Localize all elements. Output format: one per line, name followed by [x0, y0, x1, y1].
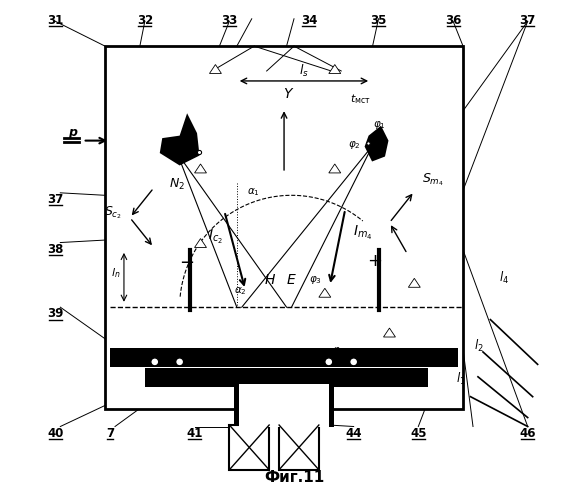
Text: $S_{c_2}$: $S_{c_2}$: [105, 204, 122, 221]
Text: $\alpha_1$: $\alpha_1$: [247, 186, 260, 198]
Polygon shape: [408, 278, 420, 287]
Text: 37: 37: [47, 193, 64, 206]
Text: $\alpha_2$: $\alpha_2$: [235, 286, 247, 297]
Text: $-$: $-$: [179, 252, 193, 270]
Text: $E$: $E$: [286, 273, 296, 287]
Text: $H$: $H$: [264, 273, 276, 287]
Bar: [235, 384, 334, 426]
Text: 38: 38: [47, 242, 64, 256]
Text: 43: 43: [296, 426, 312, 440]
Text: 34: 34: [300, 14, 317, 27]
Text: 37: 37: [520, 14, 536, 27]
Bar: [239, 384, 329, 426]
Bar: [145, 368, 428, 386]
Polygon shape: [195, 238, 206, 248]
Text: $l_s$: $l_s$: [299, 63, 309, 79]
Circle shape: [151, 358, 159, 366]
Circle shape: [176, 358, 183, 366]
Text: 42: 42: [251, 426, 268, 440]
Polygon shape: [329, 64, 340, 74]
Text: 39: 39: [47, 307, 64, 320]
Text: Y: Y: [283, 88, 292, 102]
Text: 33: 33: [221, 14, 238, 27]
Text: 46: 46: [519, 426, 536, 440]
Polygon shape: [383, 328, 396, 337]
Text: $t_{\text{мст}}$: $t_{\text{мст}}$: [350, 92, 370, 106]
Text: $l_1$: $l_1$: [456, 372, 466, 388]
Polygon shape: [329, 164, 340, 173]
Text: 41: 41: [186, 426, 203, 440]
Text: 40: 40: [47, 426, 64, 440]
Circle shape: [325, 358, 333, 366]
Text: $I_{c_2}$: $I_{c_2}$: [208, 228, 223, 246]
Bar: [229, 425, 269, 470]
Text: $t_{\text{пл}}$: $t_{\text{пл}}$: [256, 348, 272, 361]
Polygon shape: [160, 114, 199, 166]
Polygon shape: [319, 288, 331, 297]
Text: 31: 31: [47, 14, 64, 27]
Text: $N_2$: $N_2$: [169, 177, 185, 192]
Bar: [105, 46, 463, 409]
Text: $I_{m_4}$: $I_{m_4}$: [353, 224, 372, 242]
Text: $\varphi_2$: $\varphi_2$: [348, 138, 361, 150]
Text: 7: 7: [106, 426, 114, 440]
Text: $\varphi_4$: $\varphi_4$: [332, 346, 345, 358]
Text: $l_4$: $l_4$: [499, 270, 509, 286]
Text: $l_2$: $l_2$: [474, 338, 484, 353]
Text: 44: 44: [345, 426, 362, 440]
Text: p: p: [68, 126, 77, 139]
Text: Фиг.11: Фиг.11: [264, 470, 324, 484]
Text: 36: 36: [445, 14, 462, 27]
Polygon shape: [209, 64, 222, 74]
Circle shape: [350, 358, 358, 366]
Text: $\varphi_1$: $\varphi_1$: [373, 118, 386, 130]
Bar: [110, 348, 458, 367]
Text: $+$: $+$: [368, 252, 383, 270]
Text: 45: 45: [410, 426, 426, 440]
Text: $\varphi_3$: $\varphi_3$: [309, 274, 322, 286]
Text: $l_n$: $l_n$: [111, 266, 121, 280]
Text: 32: 32: [136, 14, 153, 27]
Text: 35: 35: [370, 14, 387, 27]
Text: $S_{m_4}$: $S_{m_4}$: [422, 172, 444, 188]
Polygon shape: [195, 164, 206, 173]
Polygon shape: [365, 126, 389, 162]
Bar: [279, 425, 319, 470]
